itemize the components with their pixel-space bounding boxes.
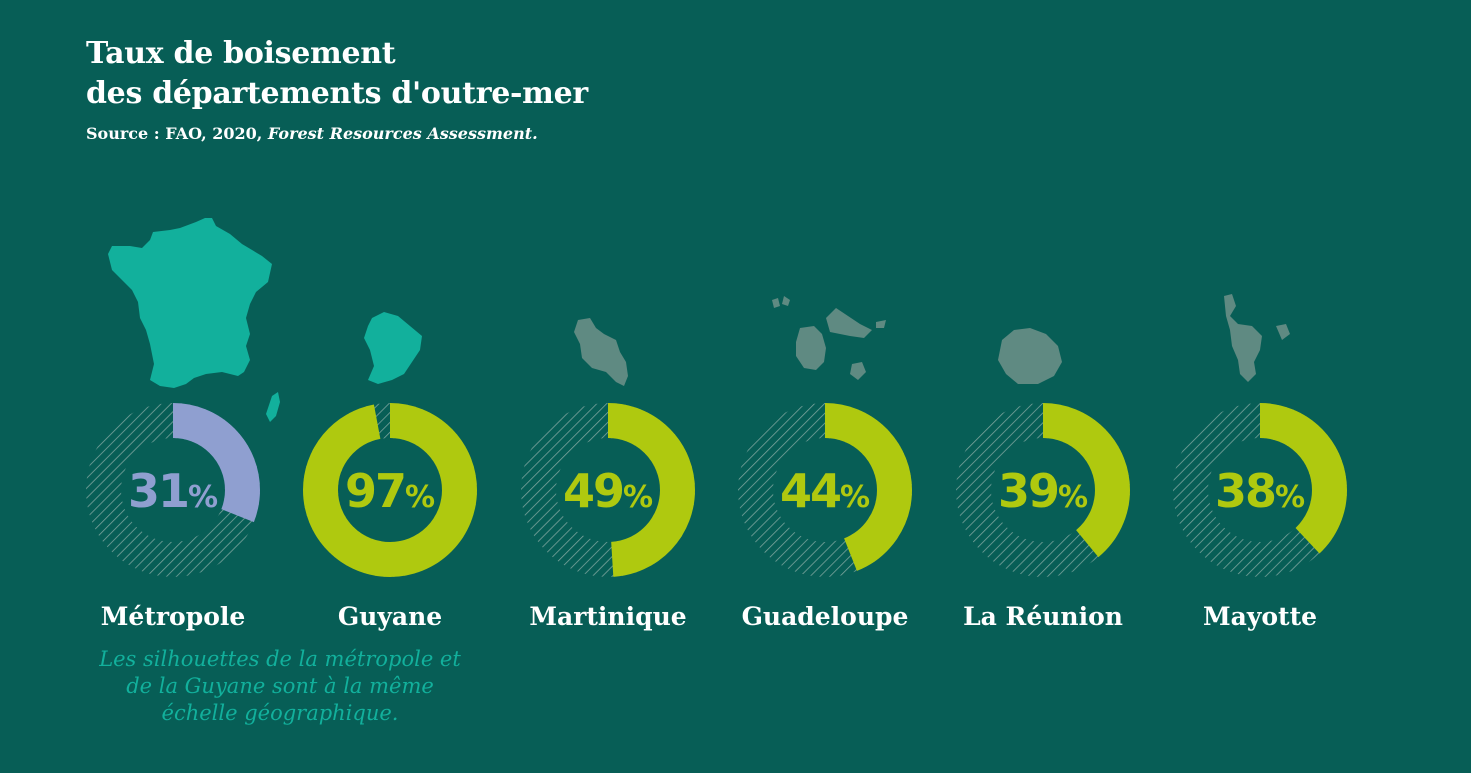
category-labels-layer: Métropole Guyane Martinique Guadeloupe La Ré… bbox=[101, 602, 1317, 631]
value-label-guadeloupe: 44% bbox=[780, 464, 870, 518]
category-label-la-reunion: La Réunion bbox=[963, 602, 1123, 631]
title-line-2: des départements d'outre-mer bbox=[86, 76, 588, 111]
category-label-guadeloupe: Guadeloupe bbox=[742, 602, 909, 631]
category-label-martinique: Martinique bbox=[529, 602, 686, 631]
ring-arc-metropole bbox=[86, 403, 260, 577]
rings-layer bbox=[86, 403, 1347, 577]
ring-arc-guadeloupe bbox=[738, 403, 912, 577]
martinique-silhouette-icon bbox=[574, 318, 628, 386]
value-label-la-reunion: 39% bbox=[998, 464, 1088, 518]
category-label-mayotte: Mayotte bbox=[1203, 602, 1317, 631]
guadeloupe-silhouette-icon bbox=[772, 296, 886, 380]
ring-labels-layer: 31% 97% 49% 44% 39% 38% bbox=[128, 464, 1305, 518]
ring-arc-guyane bbox=[303, 403, 477, 577]
silhouettes bbox=[108, 218, 1290, 422]
reunion-silhouette-icon bbox=[998, 328, 1062, 384]
mayotte-silhouette-icon bbox=[1224, 294, 1290, 382]
ring-arc-la-reunion bbox=[956, 403, 1130, 577]
metropole-silhouette-icon bbox=[108, 218, 272, 388]
source-prefix: Source : FAO, 2020, bbox=[86, 124, 268, 143]
title-line-1: Taux de boisement bbox=[86, 36, 396, 71]
category-label-guyane: Guyane bbox=[338, 602, 442, 631]
corse-silhouette-icon bbox=[266, 392, 280, 422]
value-label-guyane: 97% bbox=[345, 464, 435, 518]
value-label-metropole: 31% bbox=[128, 464, 218, 518]
scale-note: Les silhouettes de la métropole et de la… bbox=[99, 647, 461, 725]
value-label-martinique: 49% bbox=[563, 464, 653, 518]
guyane-silhouette-icon bbox=[364, 312, 422, 384]
source-title: Forest Resources Assessment. bbox=[267, 124, 538, 143]
ring-arc-martinique bbox=[521, 403, 695, 577]
category-label-metropole: Métropole bbox=[101, 602, 246, 631]
value-label-mayotte: 38% bbox=[1215, 464, 1305, 518]
header: Taux de boisement des départements d'out… bbox=[86, 34, 588, 143]
chart-title: Taux de boisement des départements d'out… bbox=[86, 34, 588, 114]
ring-arc-mayotte bbox=[1173, 403, 1347, 577]
source-line: Source : FAO, 2020, Forest Resources Ass… bbox=[86, 124, 588, 143]
